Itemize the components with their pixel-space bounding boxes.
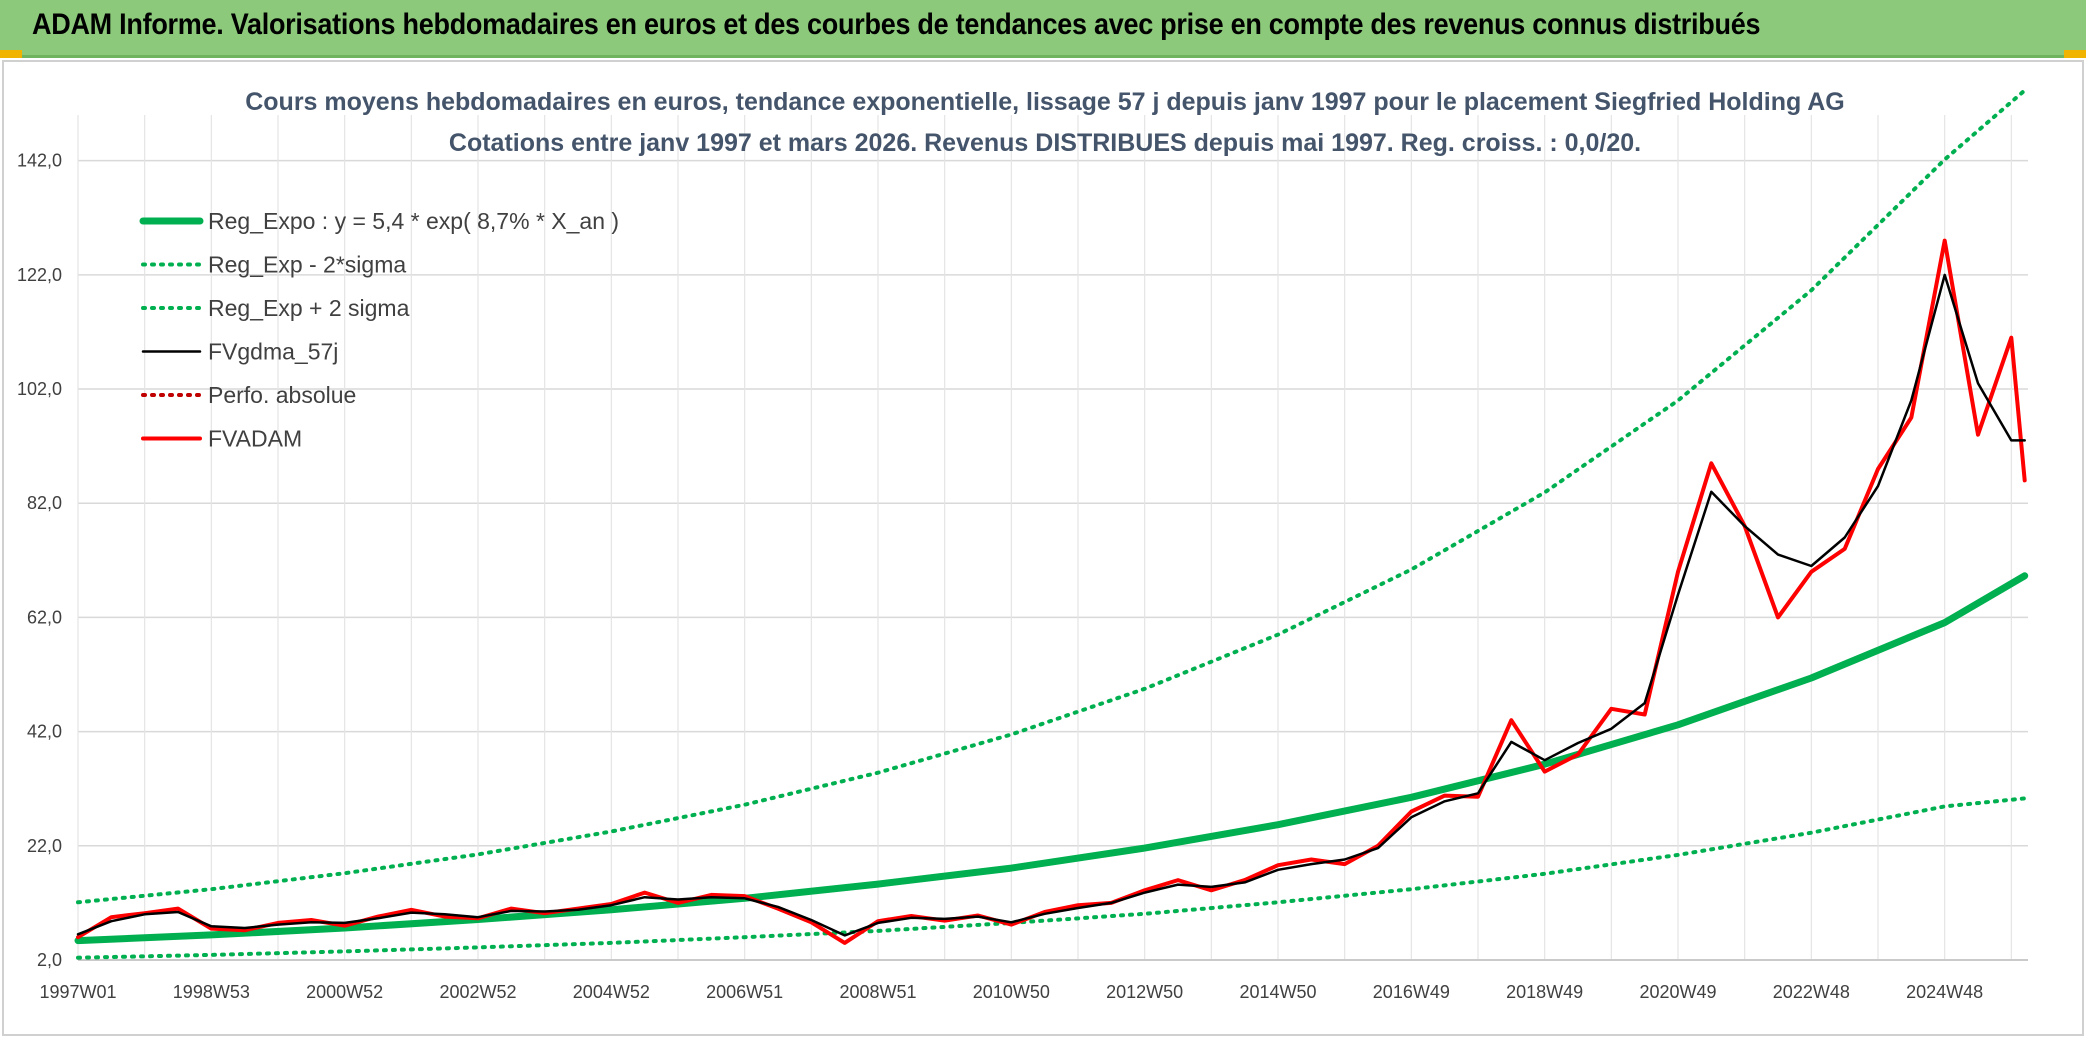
y-tick-label: 82,0	[27, 493, 62, 513]
legend-label-1: Reg_Exp - 2*sigma	[208, 252, 406, 278]
y-tick-label: 142,0	[17, 151, 62, 171]
series-line-0	[74, 572, 2029, 945]
legend-label-2: Reg_Exp + 2 sigma	[208, 295, 410, 321]
banner-corner-right	[2064, 50, 2086, 58]
chart-title: Cours moyens hebdomadaires en euros, ten…	[245, 88, 1845, 116]
y-tick-label: 22,0	[27, 836, 62, 856]
series-line-1	[76, 796, 2027, 960]
x-tick-label: 2022W48	[1773, 982, 1850, 1002]
series-layer	[74, 88, 2029, 960]
chart-subtitle: Cotations entre janv 1997 et mars 2026. …	[449, 129, 1641, 157]
report-banner: ADAM Informe. Valorisations hebdomadaire…	[0, 0, 2086, 58]
y-axis: 2,0 22,0 42,0 62,0 82,0 102,0 122,0 142,0	[17, 151, 62, 970]
y-tick-label: 62,0	[27, 607, 62, 627]
legend-label-5: FVADAM	[208, 426, 302, 452]
legend-label-0: Reg_Expo : y = 5,4 * exp( 8,7% * X_an )	[208, 208, 619, 234]
y-tick-label: 2,0	[37, 950, 62, 970]
x-tick-label: 2018W49	[1506, 982, 1583, 1002]
banner-corner-left	[0, 50, 22, 58]
legend-label-4: Perfo. absolue	[208, 382, 356, 408]
x-tick-label: 2016W49	[1373, 982, 1450, 1002]
grid-layer	[77, 115, 2028, 961]
x-axis: 1997W01 1998W53 2000W52 2002W52 2004W52 2006W…	[39, 982, 1983, 1002]
x-tick-label: 2014W50	[1239, 982, 1316, 1002]
series-line-3	[76, 273, 2026, 937]
x-tick-label: 2024W48	[1906, 982, 1983, 1002]
x-tick-label: 2020W49	[1639, 982, 1716, 1002]
x-tick-label: 2004W52	[573, 982, 650, 1002]
x-tick-label: 1998W53	[173, 982, 250, 1002]
x-tick-label: 1997W01	[39, 982, 116, 1002]
x-tick-label: 2012W50	[1106, 982, 1183, 1002]
x-tick-label: 2000W52	[306, 982, 383, 1002]
series-line-5	[76, 238, 2027, 945]
y-tick-label: 122,0	[17, 265, 62, 285]
series-line-2	[76, 88, 2027, 905]
x-tick-label: 2008W51	[839, 982, 916, 1002]
y-tick-label: 42,0	[27, 722, 62, 742]
report-title: ADAM Informe. Valorisations hebdomadaire…	[32, 8, 1761, 41]
y-tick-label: 102,0	[17, 379, 62, 399]
x-tick-label: 2006W51	[706, 982, 783, 1002]
legend: Reg_Expo : y = 5,4 * exp( 8,7% * X_an ) R…	[139, 208, 619, 452]
x-tick-label: 2010W50	[973, 982, 1050, 1002]
x-tick-label: 2002W52	[439, 982, 516, 1002]
legend-label-3: FVgdma_57j	[208, 339, 338, 365]
